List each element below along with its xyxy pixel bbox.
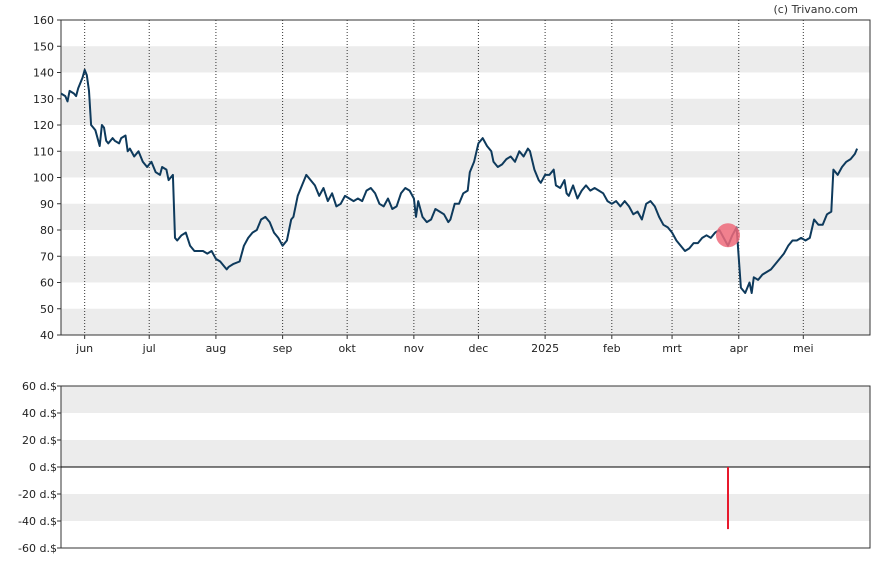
y-tick-label: 150 — [33, 40, 54, 53]
x-tick-label: jun — [75, 342, 93, 355]
x-tick-label: okt — [338, 342, 356, 355]
grid-band — [61, 386, 870, 413]
y-tick-label: 0 d.$ — [29, 461, 57, 474]
x-tick-label: 2025 — [531, 342, 559, 355]
y-tick-label: 60 — [40, 277, 54, 290]
x-tick-label: nov — [404, 342, 425, 355]
x-tick-label: mei — [793, 342, 814, 355]
y-tick-label: 60 d.$ — [22, 380, 57, 393]
credit-label: (c) Trivano.com — [773, 3, 858, 16]
y-tick-label: 20 d.$ — [22, 434, 57, 447]
y-tick-label: 90 — [40, 198, 54, 211]
x-tick-label: jul — [142, 342, 156, 355]
x-tick-label: feb — [603, 342, 621, 355]
y-tick-label: -40 d.$ — [18, 515, 57, 528]
event-marker — [715, 223, 740, 248]
y-tick-label: 70 — [40, 250, 54, 263]
grid-band — [61, 256, 870, 283]
grid-band — [61, 440, 870, 467]
y-tick-label: 80 — [40, 224, 54, 237]
y-tick-label: 130 — [33, 93, 54, 106]
y-tick-label: 110 — [33, 145, 54, 158]
y-tick-label: 120 — [33, 119, 54, 132]
grid-band — [61, 98, 870, 125]
x-tick-label: aug — [206, 342, 227, 355]
volume-panel: 60 d.$ 40 d.$ 20 d.$ 0 d.$ -20 d.$ -40 d.$ -60… — [18, 380, 871, 555]
y-tick-label: -60 d.$ — [18, 542, 57, 555]
y-tick-label: -20 d.$ — [18, 488, 57, 501]
y-tick-label: 50 — [40, 303, 54, 316]
x-tick-label: mrt — [662, 342, 682, 355]
y-tick-label: 40 — [40, 329, 54, 342]
x-tick-label: apr — [730, 342, 749, 355]
x-tick-label: dec — [469, 342, 489, 355]
price-panel: jun jul aug sep okt nov dec 2025 feb mrt apr mei 40 5… — [33, 14, 871, 355]
y-tick-label: 100 — [33, 172, 54, 185]
x-tick-label: sep — [273, 342, 292, 355]
plot-frame — [60, 19, 871, 336]
y-tick-label: 140 — [33, 67, 54, 80]
y-tick-label: 40 d.$ — [22, 407, 57, 420]
grid-band — [61, 203, 870, 230]
grid-band — [61, 151, 870, 178]
grid-band — [61, 46, 870, 73]
grid-band — [61, 308, 870, 335]
grid-band — [61, 494, 870, 521]
y-tick-label: 160 — [33, 14, 54, 27]
